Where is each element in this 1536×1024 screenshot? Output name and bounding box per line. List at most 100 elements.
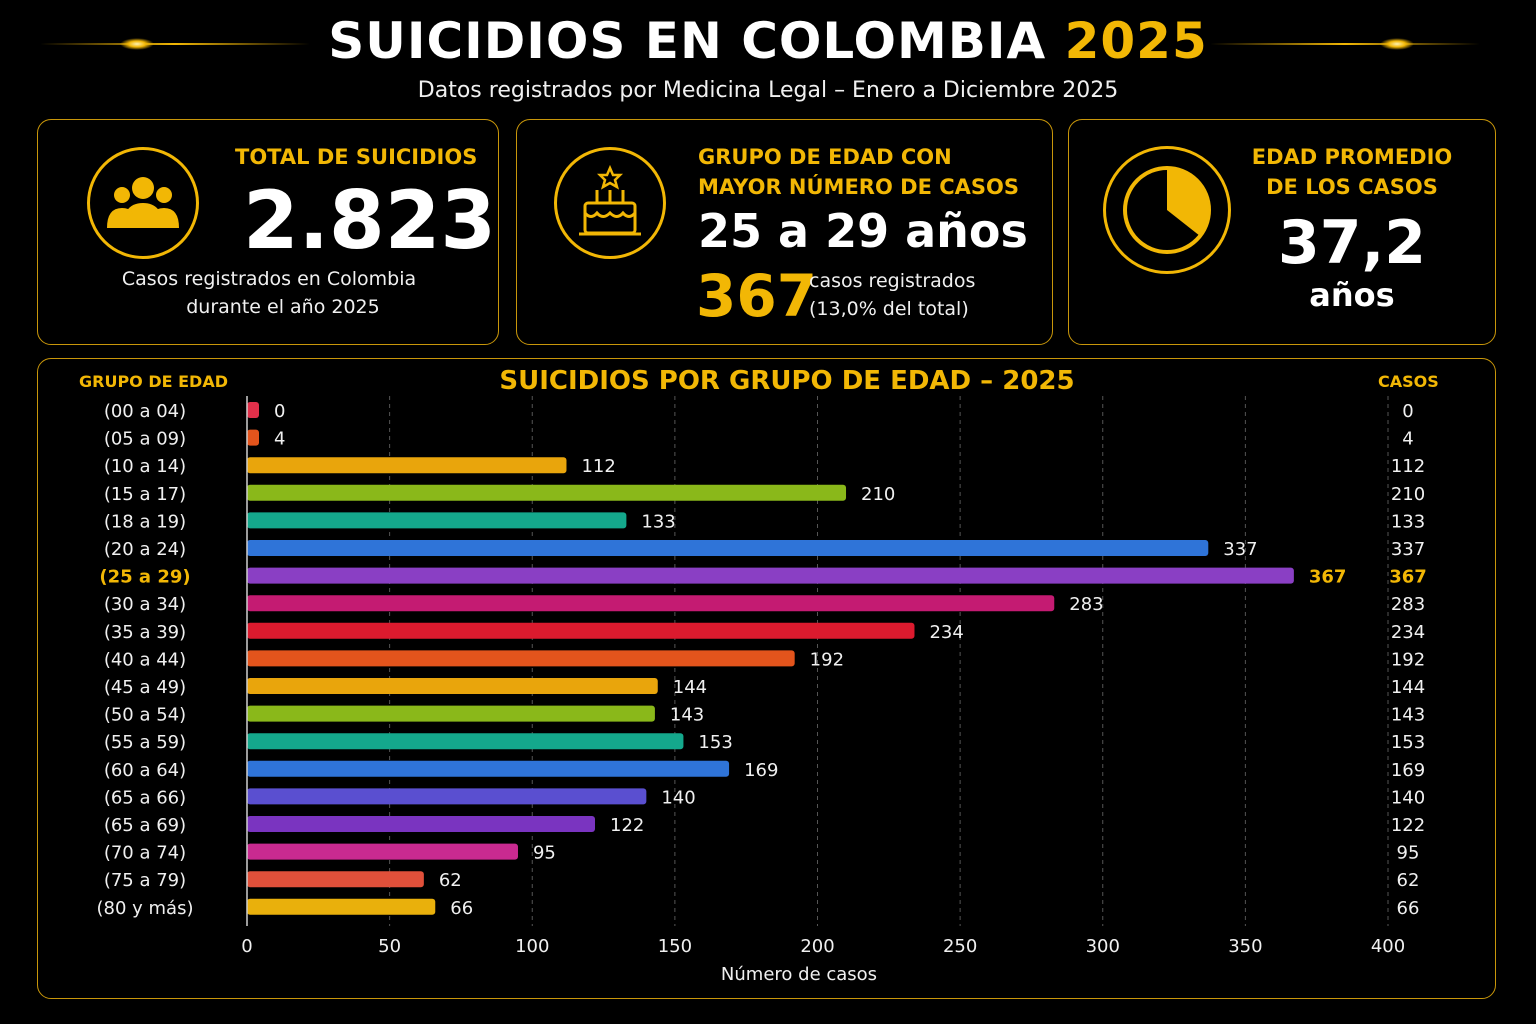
decorative-line-left — [40, 43, 310, 45]
title-main: SUICIDIOS EN COLOMBIA — [328, 12, 1047, 70]
category-header: GRUPO DE EDAD — [79, 372, 228, 391]
category-label: (10 a 14) — [104, 456, 186, 477]
value-column-label: 169 — [1391, 760, 1425, 781]
value-column-label: 210 — [1391, 484, 1425, 505]
bar — [247, 871, 424, 888]
bar — [247, 540, 1209, 556]
age-group-desc-line1: casos registrados — [809, 270, 976, 292]
category-label: (40 a 44) — [104, 649, 186, 670]
value-column-label: 144 — [1391, 677, 1425, 698]
page-subtitle: Datos registrados por Medicina Legal – E… — [417, 78, 1119, 103]
category-label: (60 a 64) — [104, 760, 186, 781]
bar — [247, 457, 567, 474]
age-group-count: 367 — [696, 262, 818, 330]
average-label-line1: EDAD PROMEDIO — [1251, 145, 1453, 169]
category-label: (18 a 19) — [104, 511, 186, 532]
category-label: (70 a 74) — [104, 843, 186, 864]
category-label: (80 y más) — [97, 898, 194, 919]
bar — [247, 705, 655, 722]
average-label-line2: DE LOS CASOS — [1266, 175, 1438, 199]
decorative-line-right — [1210, 43, 1480, 45]
total-value: 2.823 — [243, 174, 497, 267]
age-group-label-line2: MAYOR NÚMERO DE CASOS — [698, 175, 1019, 199]
birthday-cake-icon — [554, 147, 666, 259]
bar — [247, 595, 1055, 612]
total-label: TOTAL DE SUICIDIOS — [235, 145, 478, 169]
age-group-label-line1: GRUPO DE EDAD CON — [698, 145, 952, 169]
x-axis-label: Número de casos — [721, 964, 877, 985]
category-label: (75 a 79) — [104, 870, 186, 891]
value-column-label: 337 — [1391, 539, 1425, 560]
bar — [247, 843, 518, 860]
category-label: (30 a 34) — [104, 594, 186, 615]
value-column-label: 283 — [1391, 594, 1425, 615]
value-column-label: 143 — [1391, 705, 1425, 726]
data-label: 337 — [1223, 539, 1257, 560]
bar — [247, 512, 627, 529]
value-column-label: 234 — [1391, 622, 1425, 643]
title-year: 2025 — [1064, 12, 1208, 70]
total-desc-line1: Casos registrados en Colombia — [121, 268, 417, 290]
bar — [247, 678, 658, 694]
bar — [247, 650, 795, 667]
value-column-label: 62 — [1397, 870, 1420, 891]
data-label: 234 — [929, 622, 963, 643]
data-label: 153 — [698, 732, 732, 753]
data-label: 210 — [861, 484, 895, 505]
category-label: (55 a 59) — [104, 732, 186, 753]
data-label: 192 — [810, 649, 844, 670]
value-column-label: 4 — [1402, 429, 1413, 450]
value-column-label: 153 — [1391, 732, 1425, 753]
chart-panel — [37, 358, 1496, 999]
x-tick-label: 100 — [515, 936, 549, 957]
x-tick-label: 0 — [241, 936, 252, 957]
category-label: (65 a 66) — [104, 787, 186, 808]
average-unit: años — [1309, 276, 1395, 314]
value-column-label: 95 — [1397, 843, 1420, 864]
value-column-label: 122 — [1391, 815, 1425, 836]
data-label: 62 — [439, 870, 462, 891]
bar — [247, 898, 436, 915]
bar — [247, 484, 847, 501]
value-column-label: 66 — [1397, 898, 1420, 919]
data-label: 112 — [581, 456, 615, 477]
bar — [247, 567, 1294, 584]
bar — [247, 760, 730, 777]
data-label: 95 — [533, 843, 556, 864]
data-label: 0 — [274, 401, 285, 422]
category-label: (20 a 24) — [104, 539, 186, 560]
category-label: (15 a 17) — [104, 484, 186, 505]
bar — [247, 816, 596, 832]
category-label: (00 a 04) — [104, 401, 186, 422]
pie-chart-icon — [1103, 146, 1231, 274]
bar — [247, 402, 259, 418]
value-header: CASOS — [1378, 372, 1439, 391]
bar — [247, 622, 915, 639]
average-age-card: EDAD PROMEDIO DE LOS CASOS 37,2 años — [1068, 119, 1496, 345]
age-group-desc-line2: (13,0% del total) — [809, 298, 969, 320]
x-tick-label: 300 — [1086, 936, 1120, 957]
data-label: 66 — [450, 898, 473, 919]
value-column-label: 112 — [1391, 456, 1425, 477]
category-label: (50 a 54) — [104, 705, 186, 726]
data-label: 283 — [1069, 594, 1103, 615]
category-label: (35 a 39) — [104, 622, 186, 643]
total-card: TOTAL DE SUICIDIOS 2.823 Casos registrad… — [37, 119, 499, 345]
x-tick-label: 50 — [378, 936, 401, 957]
category-label: (05 a 09) — [104, 429, 186, 450]
value-column-label: 367 — [1389, 567, 1427, 588]
age-group-card: GRUPO DE EDAD CON MAYOR NÚMERO DE CASOS … — [516, 119, 1053, 345]
category-label: (25 a 29) — [99, 567, 190, 588]
data-label: 140 — [661, 787, 695, 808]
x-tick-label: 350 — [1228, 936, 1262, 957]
decorative-glow-right — [1380, 38, 1414, 50]
category-label: (65 a 69) — [104, 815, 186, 836]
category-label: (45 a 49) — [104, 677, 186, 698]
people-group-icon — [87, 147, 199, 259]
x-tick-label: 400 — [1371, 936, 1405, 957]
bar — [247, 788, 647, 805]
data-label: 133 — [641, 511, 675, 532]
age-group-value: 25 a 29 años — [698, 204, 1028, 258]
value-column-label: 140 — [1391, 787, 1425, 808]
